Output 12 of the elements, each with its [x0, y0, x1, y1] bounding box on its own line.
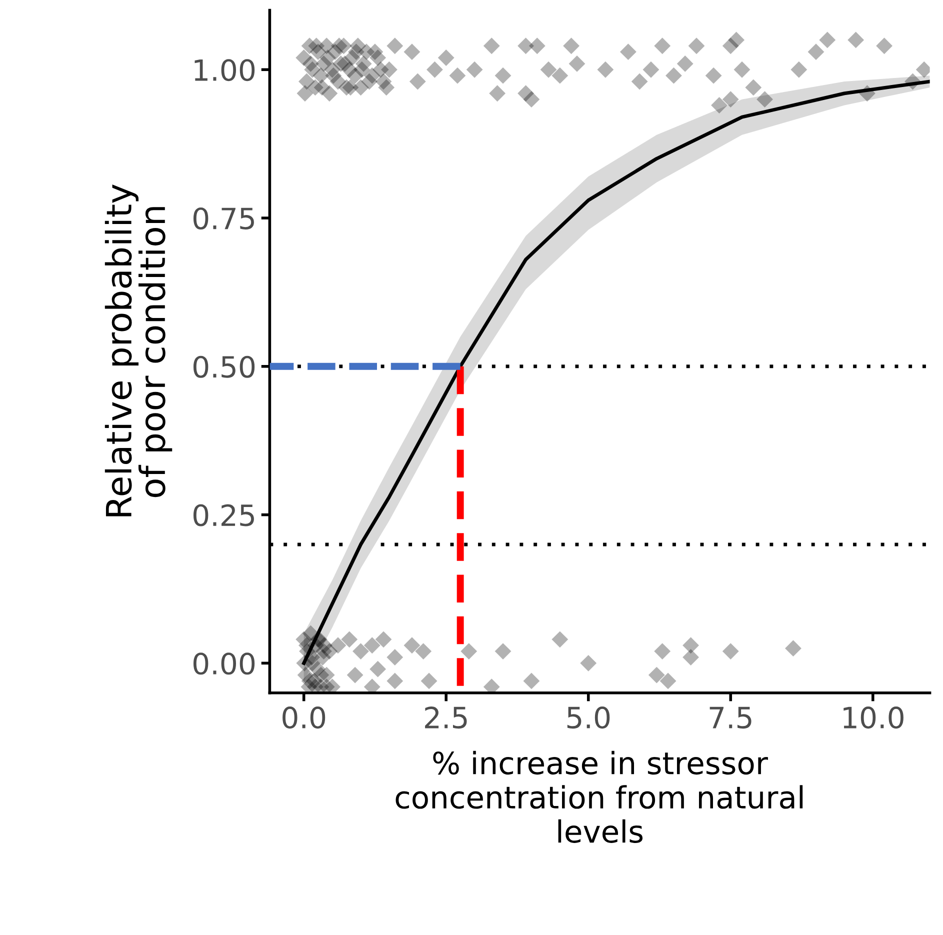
x-axis-title: % increase in stressor concentration from natural levels — [396, 750, 803, 844]
x-tick-label: 2.5 — [425, 706, 467, 729]
x-tick-label: 7.5 — [710, 706, 752, 729]
y-tick-label: 1.00 — [194, 59, 255, 82]
y-axis-title: Relative probability of poor condition — [104, 184, 172, 516]
x-tick-label: 10.0 — [844, 706, 904, 729]
y-tick-label: 0.75 — [193, 207, 254, 230]
x-tick-label: 0.0 — [282, 706, 326, 729]
y-tick-label: 0.00 — [193, 652, 255, 675]
y-tick-label: 0.50 — [193, 356, 255, 378]
y-tick-label: 0.25 — [193, 504, 254, 526]
x-tick-label: 5.0 — [567, 706, 610, 729]
